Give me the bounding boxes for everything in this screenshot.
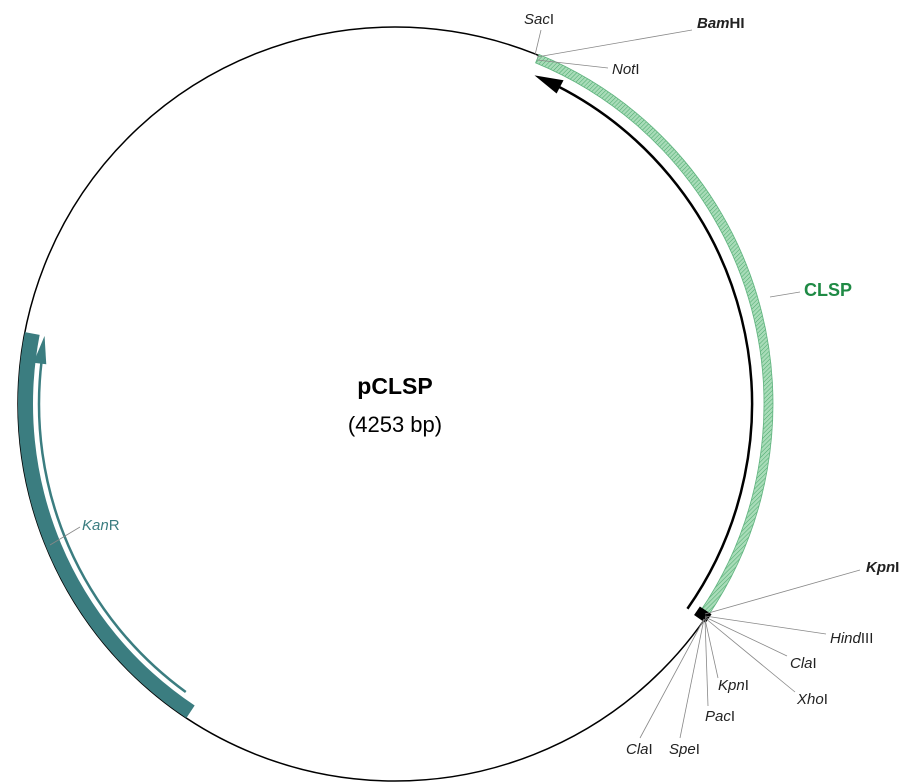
site-label: SacI bbox=[524, 11, 554, 28]
site-label: KpnI bbox=[866, 559, 899, 576]
leader-line bbox=[704, 569, 861, 615]
clsp-feature bbox=[535, 53, 774, 618]
site-label: NotI bbox=[612, 61, 640, 78]
site-label: KpnI bbox=[718, 677, 749, 694]
site-label: XhoI bbox=[796, 691, 828, 708]
leader-line bbox=[49, 526, 81, 546]
feature-label: KanR bbox=[82, 517, 120, 534]
site-label: BamHI bbox=[697, 15, 745, 32]
site-label: ClaI bbox=[790, 655, 817, 672]
leader-line bbox=[534, 29, 542, 56]
leader-line bbox=[536, 29, 693, 58]
leader-line bbox=[769, 291, 801, 298]
shapes bbox=[17, 26, 774, 782]
kanr-feature bbox=[17, 332, 195, 719]
leader-line bbox=[704, 617, 796, 693]
site-label: ClaI bbox=[626, 741, 653, 758]
leader-line bbox=[704, 618, 709, 707]
leader-lines bbox=[49, 29, 861, 739]
leader-line bbox=[704, 616, 788, 657]
clsp-arrowhead bbox=[534, 75, 564, 94]
feature-label: CLSP bbox=[804, 280, 852, 300]
plasmid-size: (4253 bp) bbox=[348, 412, 442, 437]
leader-line bbox=[704, 618, 719, 679]
leader-line bbox=[679, 618, 705, 739]
plasmid-name: pCLSP bbox=[357, 373, 432, 399]
site-label: SpeI bbox=[669, 741, 700, 758]
leader-line bbox=[536, 59, 609, 69]
mcs-marker bbox=[694, 606, 712, 624]
clsp-arrow bbox=[556, 84, 754, 610]
site-label: PacI bbox=[705, 708, 735, 725]
leader-line bbox=[704, 615, 827, 635]
kanr-arrowhead bbox=[33, 335, 47, 365]
leader-line bbox=[639, 618, 705, 739]
site-label: HindIII bbox=[830, 630, 873, 647]
kanr-arrow bbox=[37, 360, 187, 694]
